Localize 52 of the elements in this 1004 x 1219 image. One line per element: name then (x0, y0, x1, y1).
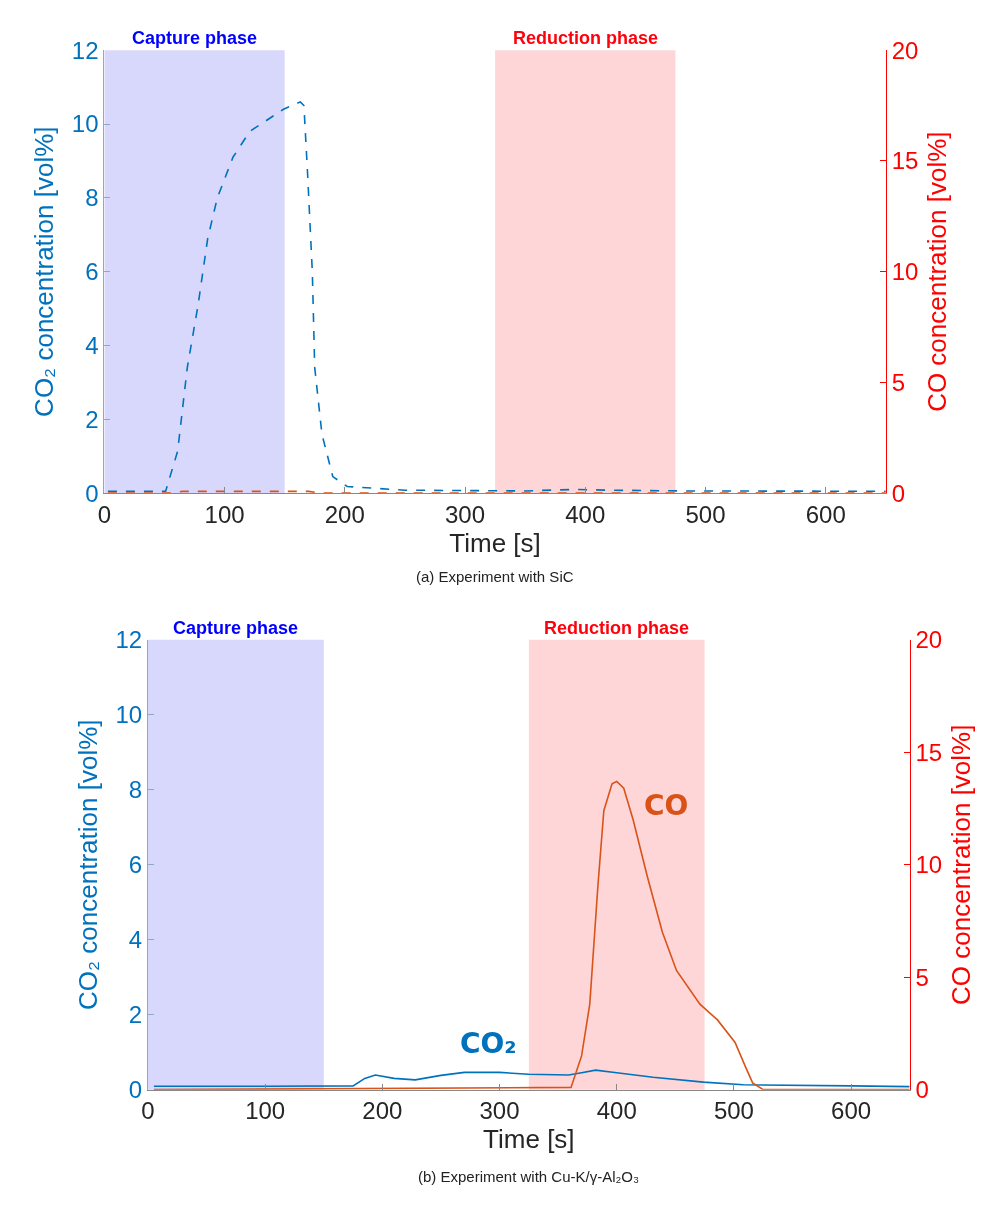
y2-tick-label: 10 (915, 851, 943, 879)
x-tick-label: 400 (565, 500, 606, 528)
y-tick-label: 8 (85, 184, 99, 212)
band-label: Capture phase (173, 618, 299, 638)
x-tick-label: 100 (245, 1097, 286, 1125)
x-tick-label: 100 (204, 500, 245, 528)
y-tick-label: 8 (128, 776, 143, 804)
y2-tick-label: 0 (891, 479, 905, 507)
x-tick-label: 200 (324, 500, 365, 528)
y-tick-label: 12 (115, 626, 143, 654)
y-tick-label: 2 (128, 1001, 143, 1029)
y-tick-label: 10 (115, 701, 143, 729)
y2-tick-label: 20 (915, 626, 943, 654)
x-tick-label: 300 (444, 500, 486, 528)
y2-tick-label: 0 (915, 1076, 929, 1104)
x-tick-label: 400 (596, 1097, 637, 1125)
x-tick-label: 600 (805, 500, 846, 528)
x-tick-label: 200 (362, 1097, 403, 1125)
x-tick-label: 500 (713, 1097, 754, 1125)
y2-axis-title: CO concentration [vol%] (922, 131, 953, 412)
y2-tick-label: 15 (915, 738, 943, 766)
y-tick-label: 2 (85, 405, 99, 433)
text: (a) Experiment with SiC (416, 568, 574, 585)
y-tick-label: 4 (85, 331, 99, 359)
x-tick-label: 500 (685, 500, 726, 528)
band-label: Reduction phase (544, 618, 690, 638)
y-tick-label: 10 (71, 110, 99, 138)
y-tick-label: 0 (128, 1076, 143, 1104)
x-axis-title: Time [s] (483, 1124, 575, 1155)
y-tick-label: 12 (71, 36, 99, 64)
y2-tick-label: 5 (915, 963, 929, 991)
y2-tick-label: 5 (891, 368, 905, 396)
y2-tick-label: 20 (891, 36, 919, 64)
series-label: CO (644, 789, 689, 822)
y-tick-label: 6 (85, 258, 99, 286)
y-axis-title: CO₂ concentration [vol%] (72, 719, 103, 1010)
series-label: CO₂ (460, 1027, 517, 1060)
y-tick-label: 6 (128, 851, 143, 879)
line-series (107, 101, 886, 493)
y2-axis-title: CO concentration [vol%] (945, 724, 976, 1005)
x-tick-label: 300 (479, 1097, 520, 1125)
band-label: Reduction phase (513, 28, 659, 48)
y2-tick-label: 15 (891, 147, 919, 175)
band-label: Capture phase (132, 28, 258, 48)
y-tick-label: 4 (128, 926, 143, 954)
line-series (153, 1069, 910, 1088)
text: (b) Experiment with Cu-K/γ-Al₂O₃ (418, 1168, 640, 1185)
x-tick-label: 600 (831, 1097, 872, 1125)
y-axis-title: CO₂ concentration [vol%] (29, 126, 60, 417)
y2-tick-label: 10 (891, 258, 919, 286)
x-axis-title: Time [s] (449, 527, 541, 558)
y-tick-label: 0 (85, 479, 99, 507)
